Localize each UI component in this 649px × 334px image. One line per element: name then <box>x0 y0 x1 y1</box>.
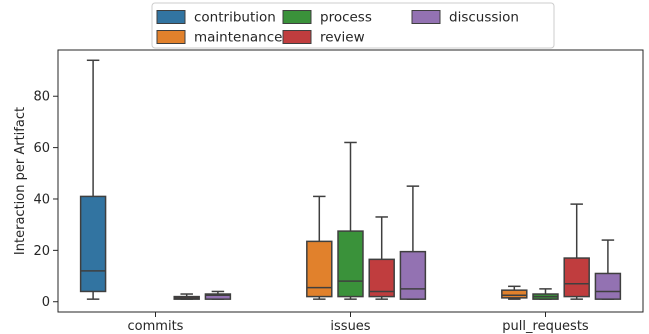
box-iqr <box>204 293 232 300</box>
x-axis: commits issues pull_requests <box>128 312 589 334</box>
box-discussion-pull-requests <box>594 239 622 300</box>
box-maintenance-issues <box>306 195 333 300</box>
y-tick-label: 80 <box>33 90 50 105</box>
box-contribution-commits <box>79 59 107 300</box>
legend-frame <box>151 2 555 49</box>
legend-label-process: process <box>320 10 372 26</box>
y-axis-label: Interaction per Artifact <box>13 107 28 255</box>
box-iqr <box>501 289 528 299</box>
box-review-issues <box>368 216 395 300</box>
box-review-commits <box>173 293 200 300</box>
box-maintenance-pull-requests <box>501 285 528 300</box>
legend-label-review: review <box>320 30 365 46</box>
box-discussion-issues <box>399 185 427 300</box>
box-iqr <box>563 257 590 298</box>
legend-swatch-discussion <box>411 10 441 24</box>
box-process-issues <box>337 141 364 300</box>
box-process-pull-requests <box>532 288 559 300</box>
box-review-pull-requests <box>563 203 590 300</box>
x-tick-label-issues: issues <box>330 319 370 334</box>
box-iqr <box>399 250 427 300</box>
y-axis: 0 20 40 60 80 <box>33 90 58 310</box>
box-iqr <box>594 272 622 300</box>
legend-swatch-maintenance <box>156 30 186 44</box>
box-iqr <box>79 195 107 293</box>
legend-swatch-review <box>282 30 312 44</box>
box-discussion-commits <box>204 290 232 300</box>
y-tick-label: 60 <box>33 141 50 156</box>
legend-swatch-contribution <box>156 10 186 24</box>
y-tick-label: 20 <box>33 244 50 259</box>
legend-label-discussion: discussion <box>449 10 519 26</box>
legend-label-contribution: contribution <box>194 10 276 26</box>
legend-label-maintenance: maintenance <box>194 30 282 46</box>
legend: contribution process discussion maintenance… <box>151 2 555 49</box>
y-tick-label: 0 <box>42 295 50 310</box>
x-tick-label-pull-requests: pull_requests <box>502 319 589 334</box>
x-tick-label-commits: commits <box>128 319 184 334</box>
box-iqr <box>368 258 395 298</box>
box-iqr <box>337 230 364 298</box>
y-tick-label: 40 <box>33 192 50 207</box>
legend-swatch-process <box>282 10 312 24</box>
boxes <box>79 59 622 300</box>
